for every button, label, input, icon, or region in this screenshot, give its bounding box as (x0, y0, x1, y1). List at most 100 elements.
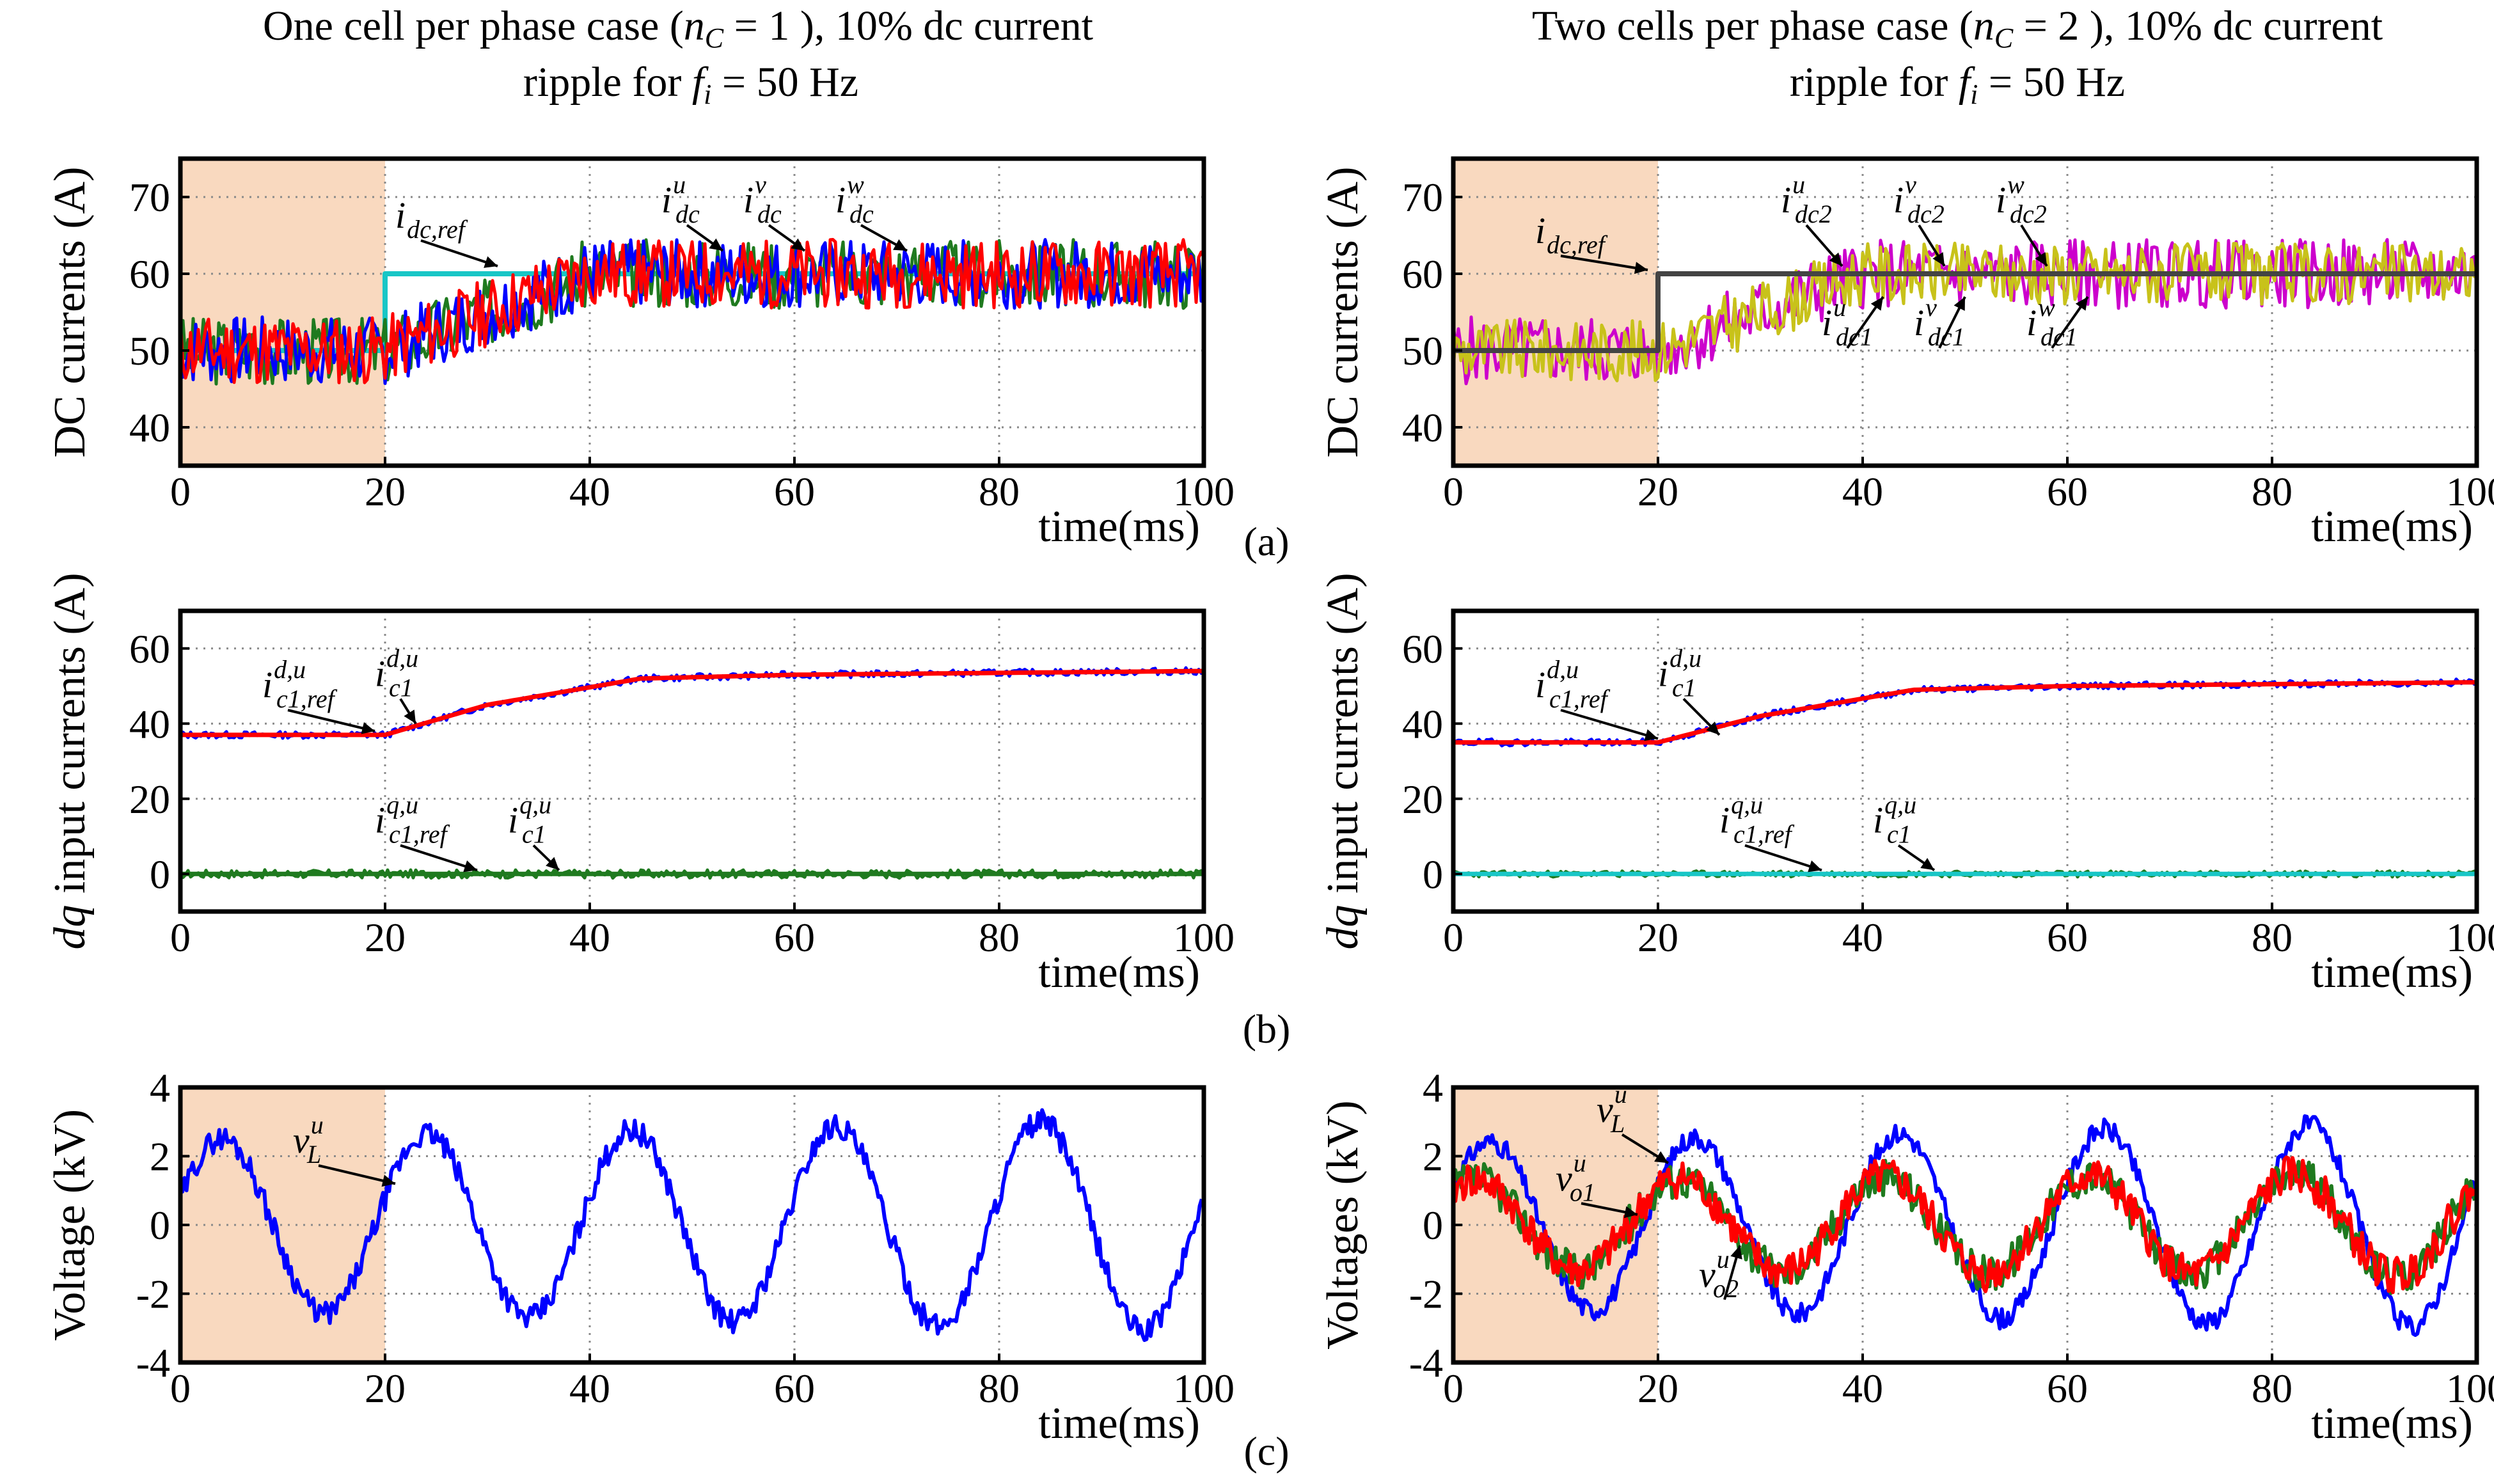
x-tick-label: 60 (2047, 469, 2088, 514)
series-group (1453, 238, 2477, 386)
annotation-label: iw dc (835, 170, 874, 228)
annotation-arrowhead (709, 238, 723, 251)
x-tick-label: 60 (774, 915, 815, 960)
y-tick-label: 40 (1402, 701, 1443, 746)
annotation-arrowhead (1644, 729, 1658, 741)
x-tick-label: 60 (774, 469, 815, 514)
series-group (1453, 677, 2477, 879)
annotation-arrowhead (404, 709, 416, 724)
annotation-arrow (1744, 844, 1822, 872)
x-tick-label: 40 (569, 469, 610, 514)
x-tick-label: 60 (2047, 915, 2088, 960)
y-tick-label: 2 (150, 1134, 170, 1180)
annotation-label: iu dc (661, 170, 700, 228)
series-group (1453, 1114, 2477, 1338)
y-tick-label: 20 (1402, 777, 1443, 822)
x-tick-label: 100 (2446, 1366, 2494, 1411)
series-group (180, 238, 1204, 386)
y-axis-label: dq input currents (A) (1318, 572, 1368, 949)
annotation-arrowhead (1623, 1206, 1638, 1219)
x-tick-label: 100 (1173, 915, 1235, 960)
x-tick-label: 40 (1842, 469, 1883, 514)
x-tick-label: 0 (170, 469, 191, 514)
annotation-arrowhead (1654, 1151, 1668, 1164)
chart-c-left: 0 20 40 60 80 100 -4 -2 0 2 4 time(ms) Voltage (kV) v… (45, 1065, 1235, 1448)
annotation-label: idc,ref (395, 194, 468, 244)
chart-b-left: 0 20 40 60 80 100 0 20 40 60 time(ms) dq input curr… (45, 572, 1235, 997)
y-tick-label: 0 (1423, 851, 1443, 897)
x-axis-label: time(ms) (1038, 1399, 1200, 1448)
x-tick-label: 20 (365, 1366, 406, 1411)
x-tick-label: 20 (1638, 469, 1678, 514)
annotation-arrow (318, 1164, 396, 1185)
annotation-label: id,u c1,ref (262, 655, 338, 713)
shaded-region (1453, 159, 1658, 466)
x-tick-label: 0 (1443, 1366, 1464, 1411)
x-tick-label: 60 (2047, 1366, 2088, 1411)
y-tick-label: -4 (136, 1340, 170, 1385)
series-group (180, 1108, 1204, 1342)
x-tick-label: 100 (1173, 1366, 1235, 1411)
x-axis-label: time(ms) (1038, 502, 1200, 551)
series-i_dc,ref (1453, 271, 2477, 353)
chart-a-left: 0 20 40 60 80 100 40 50 60 70 time(ms) DC currents … (45, 156, 1235, 551)
annotation-label: ivdc1 (1914, 293, 1965, 351)
row-label-c: (c) (1243, 1428, 1289, 1474)
y-tick-label: 0 (150, 1203, 170, 1248)
annotation-arrowhead (361, 722, 375, 734)
annotation-arrowhead (1870, 297, 1883, 311)
y-tick-label: 60 (1402, 626, 1443, 672)
y-axis-label: Voltage (kV) (45, 1109, 95, 1341)
y-tick-label: 0 (150, 851, 170, 897)
x-tick-label: 60 (774, 1366, 815, 1411)
annotation-label: iq,u c1 (1873, 791, 1916, 849)
annotation-arrowhead (893, 239, 907, 251)
x-tick-label: 80 (979, 1366, 1020, 1411)
y-axis-label: DC currents (A) (45, 167, 95, 458)
annotation-label: iw dc2 (1996, 170, 2047, 228)
x-tick-label: 80 (979, 469, 1020, 514)
y-axis-label: DC currents (A) (1318, 167, 1368, 458)
annotation-label: vu L (293, 1110, 324, 1169)
annotation-arrow (1560, 709, 1659, 740)
annotation-label: idc,ref (1535, 210, 1608, 259)
x-tick-label: 20 (1638, 1366, 1678, 1411)
annotation-arrowhead (2075, 297, 2088, 311)
annotation-arrowhead (484, 256, 498, 268)
x-tick-label: 40 (569, 1366, 610, 1411)
annotation-label: iq,u c1 (508, 791, 551, 849)
shaded-region (180, 159, 385, 466)
series-group (180, 666, 1204, 880)
x-tick-label: 100 (1173, 469, 1235, 514)
annotation-label: iv dc2 (1893, 170, 1945, 228)
annotation-arrowhead (546, 856, 559, 871)
y-tick-label: -2 (1409, 1272, 1443, 1317)
x-tick-label: 0 (170, 915, 191, 960)
annotation-arrowhead (1829, 252, 1842, 266)
annotation-arrow (400, 844, 478, 872)
y-tick-label: 70 (1402, 175, 1443, 220)
series-i_c1,ref^d,u (1453, 680, 2477, 745)
x-tick-label: 20 (365, 915, 406, 960)
caption-right: Two cells per phase case (nC = 2 ), 10% … (1532, 3, 2383, 110)
annotation-arrowhead (1932, 252, 1945, 266)
chart-a-right: 0 20 40 60 80 100 40 50 60 70 time(ms) DC currents … (1318, 156, 2494, 551)
y-tick-label: -2 (136, 1272, 170, 1317)
annotation-arrow (1560, 255, 1648, 271)
series-v_o2^u (1453, 1155, 2477, 1295)
annotation-arrowhead (1706, 722, 1719, 735)
annotation-arrowhead (791, 238, 805, 251)
annotation-arrowhead (463, 860, 477, 872)
y-tick-label: 0 (1423, 1203, 1443, 1248)
y-tick-label: 70 (129, 175, 170, 220)
y-tick-label: 40 (129, 701, 170, 746)
series-i_c1,ref^d,u (180, 668, 1204, 738)
x-axis-label: time(ms) (1038, 948, 1200, 997)
chart-b-right: 0 20 40 60 80 100 0 20 40 60 time(ms) dq input curr… (1318, 572, 2494, 997)
annotation-label: iudc1 (1822, 293, 1873, 351)
y-tick-label: 40 (129, 405, 170, 450)
x-tick-label: 100 (2446, 469, 2494, 514)
row-label-b: (b) (1243, 1006, 1291, 1052)
y-tick-label: 4 (150, 1065, 170, 1110)
